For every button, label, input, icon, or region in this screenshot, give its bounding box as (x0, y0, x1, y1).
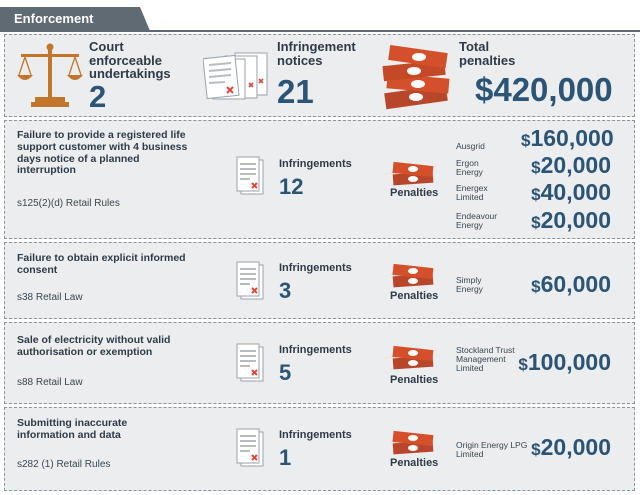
currency-symbol: $ (531, 158, 541, 177)
penalty-value: 20,000 (540, 207, 611, 233)
case-panel-2: Failure to obtain explicit informed cons… (4, 242, 635, 319)
penalty-amount: $40,000 (521, 179, 611, 206)
case-title: Submitting inaccurate information and da… (17, 417, 128, 441)
company-name: Simply Energy (456, 275, 483, 294)
notice-document-icon (236, 428, 264, 467)
penalty-amount: $100,000 (511, 349, 611, 376)
penalties-label: Penalties (390, 457, 439, 469)
penalties-label: Penalties (390, 374, 439, 386)
company-name: Ergon Energy (456, 158, 483, 177)
scales-icon (17, 43, 83, 107)
banknote-icon (392, 161, 434, 186)
infringement-notices-value: 21 (277, 73, 314, 110)
company-name: Energex Limited (456, 183, 488, 202)
case-reference: s125(2)(d) Retail Rules (17, 198, 120, 209)
infringements-label: Infringements (279, 344, 352, 356)
penalty-value: 160,000 (530, 125, 614, 151)
infringements-count: 1 (279, 445, 292, 470)
court-value: 2 (89, 79, 107, 114)
infringement-notices-label: Infringement notices (277, 39, 356, 68)
case-panel-1: Failure to provide a registered life sup… (4, 120, 635, 239)
infringements-count: 12 (279, 174, 304, 199)
currency-symbol: $ (531, 185, 541, 204)
penalty-value: 20,000 (540, 434, 611, 460)
court-label: Court enforceable undertakings (89, 39, 171, 82)
infringements-count: 3 (279, 278, 292, 303)
penalty-value: 60,000 (540, 271, 611, 297)
penalties-label: Penalties (390, 290, 439, 302)
penalty-amount: $20,000 (521, 434, 611, 461)
case-reference: s88 Retail Law (17, 377, 83, 388)
currency-symbol: $ (531, 440, 541, 459)
penalties-label: Penalties (390, 187, 439, 199)
penalty-value: 100,000 (527, 349, 611, 375)
case-panel-4: Submitting inaccurate information and da… (4, 407, 635, 491)
case-reference: s38 Retail Law (17, 292, 83, 303)
infringements-count: 5 (279, 360, 292, 385)
banknote-icon (392, 263, 434, 288)
company-name: Ausgrid (456, 141, 485, 151)
infringements-label: Infringements (279, 158, 352, 170)
company-name: Endeavour Energy (456, 211, 498, 230)
case-title: Failure to provide a registered life sup… (17, 129, 188, 177)
penalty-amount: $20,000 (521, 152, 611, 179)
currency-symbol: $ (521, 131, 531, 150)
company-name: Stockland Trust Management Limited (456, 345, 515, 373)
currency-symbol: $ (531, 277, 541, 296)
case-title: Failure to obtain explicit informed cons… (17, 252, 186, 276)
case-panel-3: Sale of electricity without valid author… (4, 322, 635, 404)
infringements-label: Infringements (279, 262, 352, 274)
section-tab: Enforcement (0, 7, 150, 31)
notice-document-icon (236, 343, 264, 382)
notice-document-icon (236, 156, 264, 195)
penalty-amount: $20,000 (521, 207, 611, 234)
penalty-amount: $160,000 (521, 125, 614, 152)
summary-panel: Court enforceable undertakings 2 Infring… (4, 34, 635, 117)
infringements-label: Infringements (279, 429, 352, 441)
company-name: Origin Energy LPG Limited (456, 440, 528, 459)
currency-symbol: $ (518, 355, 528, 374)
tab-underline (0, 30, 640, 32)
penalty-value: 40,000 (540, 179, 611, 205)
banknote-icon (392, 345, 434, 370)
total-penalties-label: Total penalties (459, 39, 516, 68)
notice-document-icon (203, 52, 268, 100)
case-reference: s282 (1) Retail Rules (17, 459, 111, 470)
banknote-icon (392, 430, 434, 455)
case-title: Sale of electricity without valid author… (17, 334, 171, 358)
penalty-amount: $60,000 (521, 271, 611, 298)
notice-document-icon (236, 261, 264, 300)
penalty-value: 20,000 (540, 152, 611, 178)
banknote-stack-icon (382, 45, 450, 110)
currency-symbol: $ (531, 213, 541, 232)
total-penalties-value: $420,000 (475, 71, 613, 108)
